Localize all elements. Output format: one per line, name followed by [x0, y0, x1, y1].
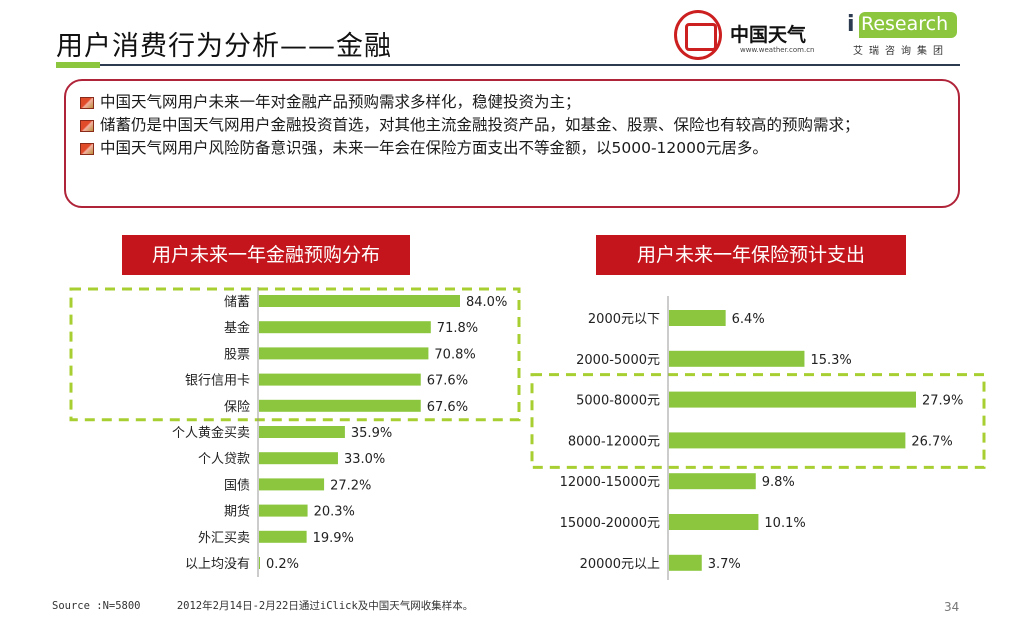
- insurance-spend-chart: 2000元以下 6.4% 2000-5000元 15.3% 5000-8000元 27.9…: [530, 296, 986, 580]
- weather-logo-url: www.weather.com.cn: [740, 46, 815, 54]
- data-label: 20.3%: [314, 505, 355, 520]
- weather-logo-brand: 中国天气: [730, 24, 807, 46]
- data-label: 67.6%: [427, 374, 468, 389]
- weather-seal-icon: [674, 10, 722, 60]
- data-label: 84.0%: [466, 295, 507, 310]
- iresearch-logo: i Research 艾瑞咨询集团: [845, 10, 961, 58]
- data-label: 3.7%: [708, 557, 741, 572]
- category-label: 2000-5000元: [576, 353, 660, 368]
- category-label: 基金: [224, 320, 250, 336]
- data-label: 27.9%: [922, 394, 963, 409]
- highlight-frame: [530, 373, 986, 469]
- bar: [259, 504, 308, 517]
- category-label: 保险: [224, 400, 250, 415]
- bar: [259, 347, 429, 360]
- data-label: 26.7%: [911, 434, 952, 449]
- summary-bullet: 储蓄仍是中国天气网用户金融投资首选，对其他主流金融投资产品，如基金、股票、保险也…: [80, 114, 944, 137]
- category-label: 20000元以上: [580, 557, 660, 572]
- financial-purchase-chart: 储蓄 84.0% 基金 71.8% 股票 70.8% 银行信用卡 67.6% 保险 67.6% 个人…: [69, 287, 521, 577]
- summary-bullet-text: 中国天气网用户未来一年对金融产品预购需求多样化，稳健投资为主；: [100, 93, 581, 111]
- source-sample-size: Source :N=5800: [52, 600, 141, 612]
- summary-bullet-text: 储蓄仍是中国天气网用户金融投资首选，对其他主流金融投资产品，如基金、股票、保险也…: [100, 116, 860, 134]
- page-title: 用户消费行为分析——金融: [56, 31, 392, 62]
- bar: [669, 514, 759, 530]
- category-label: 15000-20000元: [560, 516, 660, 531]
- bar: [669, 473, 756, 490]
- data-label: 19.9%: [313, 531, 354, 546]
- page-number: 34: [944, 600, 960, 614]
- category-label: 储蓄: [224, 295, 250, 310]
- data-label: 33.0%: [344, 452, 385, 467]
- data-label: 71.8%: [437, 321, 478, 336]
- category-label: 5000-8000元: [576, 394, 660, 409]
- iresearch-logo-subtitle: 艾瑞咨询集团: [853, 46, 949, 57]
- bar: [259, 321, 431, 334]
- summary-bullet: 中国天气网用户未来一年对金融产品预购需求多样化，稳健投资为主；: [80, 91, 944, 114]
- title-accent-bar: [56, 62, 100, 68]
- data-label: 67.6%: [427, 400, 468, 415]
- data-label: 0.2%: [266, 557, 299, 572]
- category-label: 个人贷款: [198, 452, 250, 467]
- bar: [259, 478, 325, 491]
- highlight-frame: [69, 287, 521, 422]
- data-label: 10.1%: [764, 516, 805, 531]
- bar: [259, 530, 307, 543]
- summary-box: 中国天气网用户未来一年对金融产品预购需求多样化，稳健投资为主； 储蓄仍是中国天气…: [64, 79, 960, 208]
- bar: [669, 350, 805, 367]
- category-label: 国债: [224, 478, 250, 493]
- bar: [259, 452, 338, 465]
- bar: [669, 432, 906, 449]
- summary-bullet: 中国天气网用户风险防备意识强，未来一年会在保险方面支出不等金额，以5000-12…: [80, 137, 944, 160]
- category-label: 以上均没有: [185, 557, 250, 572]
- bullet-icon: [80, 97, 94, 109]
- iresearch-logo-background: [859, 12, 957, 38]
- source-note: 2012年2月14日-2月22日通过iClick及中国天气网收集样本。: [176, 600, 474, 612]
- category-label: 个人黄金买卖: [172, 425, 250, 441]
- category-label: 外汇买卖: [198, 531, 250, 546]
- chart-title-insurance: 用户未来一年保险预计支出: [596, 235, 906, 275]
- bar: [259, 426, 345, 438]
- iresearch-logo-word: Research: [861, 13, 949, 35]
- bar: [259, 373, 421, 386]
- category-label: 期货: [224, 504, 250, 520]
- category-label: 8000-12000元: [568, 434, 660, 449]
- bar: [669, 310, 726, 326]
- data-label: 27.2%: [330, 478, 371, 493]
- chart-title-financial: 用户未来一年金融预购分布: [122, 235, 410, 275]
- weather-logo: 中国天气 www.weather.com.cn: [668, 8, 832, 62]
- category-label: 股票: [224, 347, 250, 362]
- data-label: 15.3%: [810, 353, 851, 368]
- category-label: 12000-15000元: [560, 475, 660, 490]
- bar: [259, 399, 421, 412]
- source-footnote: Source :N=5800 2012年2月14日-2月22日通过iClick及…: [52, 598, 473, 613]
- data-label: 35.9%: [351, 426, 392, 441]
- bar: [259, 557, 260, 569]
- bullet-icon: [80, 143, 94, 155]
- iresearch-logo-mark: i: [847, 12, 855, 37]
- bar: [669, 391, 916, 408]
- data-label: 9.8%: [762, 475, 795, 490]
- category-label: 银行信用卡: [185, 374, 250, 389]
- bar: [669, 554, 702, 571]
- category-label: 2000元以下: [588, 312, 660, 327]
- bar: [259, 295, 460, 307]
- data-label: 70.8%: [434, 347, 475, 362]
- title-underline: [56, 64, 960, 66]
- data-label: 6.4%: [732, 312, 765, 327]
- bullet-icon: [80, 120, 94, 132]
- summary-bullet-text: 中国天气网用户风险防备意识强，未来一年会在保险方面支出不等金额，以5000-12…: [100, 139, 768, 157]
